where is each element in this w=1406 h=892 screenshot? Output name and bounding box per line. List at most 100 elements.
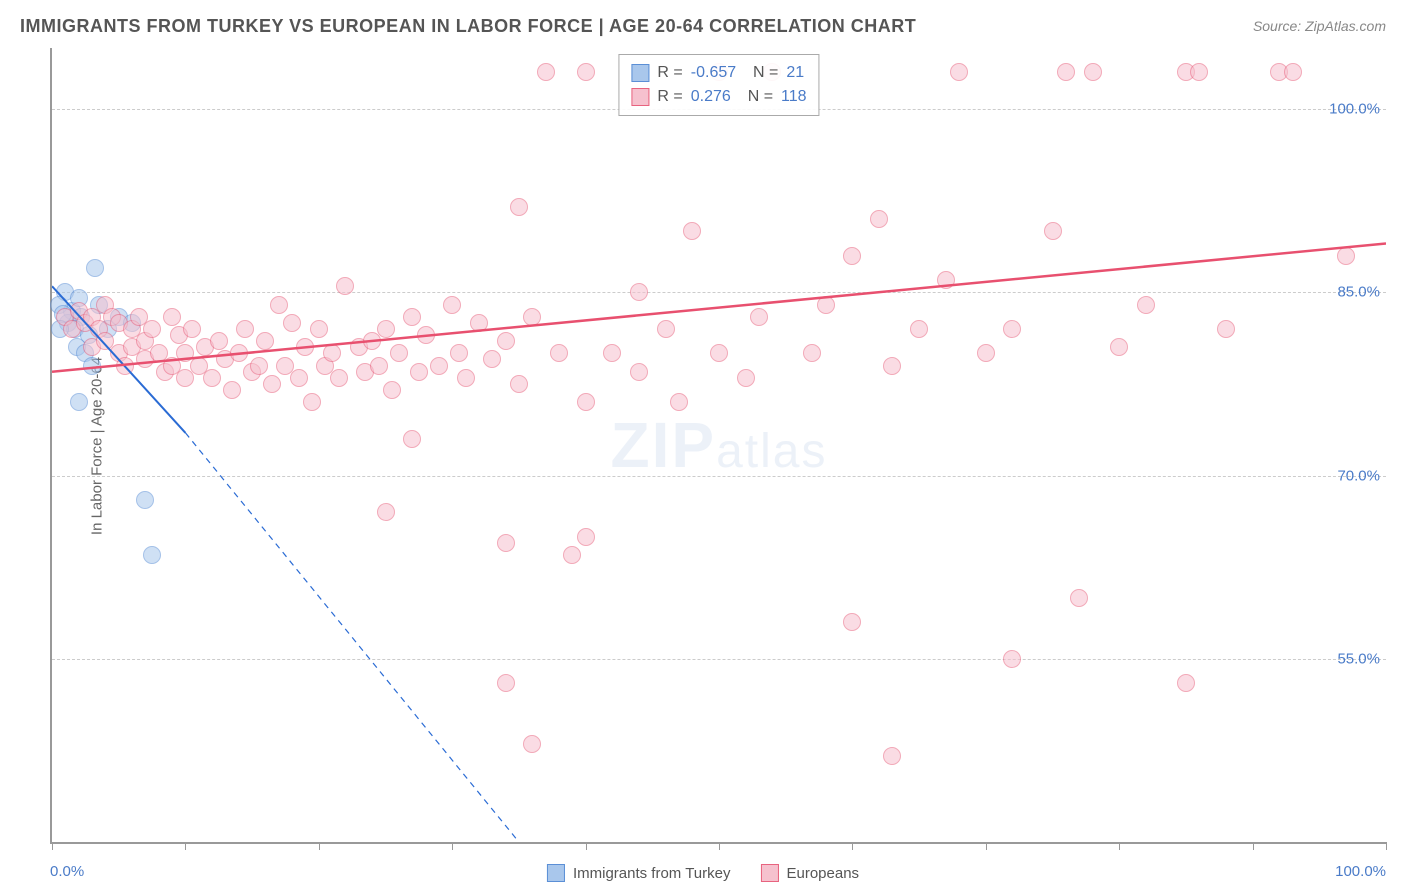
legend-row-turkey: R = -0.657 N = 21: [631, 61, 806, 85]
data-point: [143, 546, 161, 564]
data-point: [550, 344, 568, 362]
x-tick: [52, 842, 53, 850]
data-point: [670, 393, 688, 411]
data-point: [170, 326, 188, 344]
data-point: [196, 338, 214, 356]
data-point: [1270, 63, 1288, 81]
data-point: [143, 320, 161, 338]
data-point: [96, 332, 114, 350]
data-point: [657, 320, 675, 338]
data-point: [303, 393, 321, 411]
x-tick: [1386, 842, 1387, 850]
data-point: [190, 357, 208, 375]
data-point: [76, 314, 94, 332]
data-point: [163, 308, 181, 326]
data-point: [176, 344, 194, 362]
x-tick: [319, 842, 320, 850]
data-point: [803, 344, 821, 362]
data-point: [50, 296, 68, 314]
data-point: [210, 332, 228, 350]
data-point: [457, 369, 475, 387]
data-point: [843, 613, 861, 631]
legend-swatch-turkey: [547, 864, 565, 882]
data-point: [70, 393, 88, 411]
data-point: [123, 314, 141, 332]
data-point: [270, 296, 288, 314]
x-tick-max: 100.0%: [1335, 863, 1386, 880]
data-point: [83, 357, 101, 375]
data-point: [363, 332, 381, 350]
data-point: [950, 63, 968, 81]
data-point: [203, 369, 221, 387]
data-point: [250, 357, 268, 375]
data-point: [54, 305, 72, 323]
data-point: [523, 735, 541, 753]
data-point: [150, 344, 168, 362]
data-point: [263, 375, 281, 393]
y-tick-label: 85.0%: [1337, 284, 1380, 301]
data-point: [290, 369, 308, 387]
data-point: [817, 296, 835, 314]
data-point: [110, 308, 128, 326]
data-point: [136, 332, 154, 350]
data-point: [577, 393, 595, 411]
data-point: [356, 363, 374, 381]
data-point: [843, 247, 861, 265]
gridline: [52, 292, 1386, 293]
data-point: [70, 302, 88, 320]
n-value-europeans: 118: [781, 88, 807, 106]
data-point: [243, 363, 261, 381]
data-point: [977, 344, 995, 362]
data-point: [1337, 247, 1355, 265]
data-point: [230, 344, 248, 362]
data-point: [1084, 63, 1102, 81]
data-point: [63, 302, 81, 320]
data-point: [123, 320, 141, 338]
chart-source: Source: ZipAtlas.com: [1253, 18, 1386, 34]
data-point: [96, 296, 114, 314]
data-point: [383, 381, 401, 399]
data-point: [276, 357, 294, 375]
data-point: [90, 320, 108, 338]
data-point: [403, 430, 421, 448]
data-point: [72, 308, 90, 326]
data-point: [66, 320, 84, 338]
data-point: [123, 338, 141, 356]
n-value-turkey: 21: [786, 64, 804, 82]
data-point: [51, 320, 69, 338]
data-point: [370, 357, 388, 375]
chart-header: IMMIGRANTS FROM TURKEY VS EUROPEAN IN LA…: [0, 0, 1406, 48]
gridline: [52, 659, 1386, 660]
trend-lines: [52, 48, 1386, 842]
legend-swatch-europeans: [760, 864, 778, 882]
data-point: [1110, 338, 1128, 356]
data-point: [350, 338, 368, 356]
swatch-europeans: [631, 88, 649, 106]
data-point: [99, 320, 117, 338]
data-point: [910, 320, 928, 338]
correlation-legend: R = -0.657 N = 21 R = 0.276 N = 118: [618, 54, 819, 116]
x-tick: [986, 842, 987, 850]
data-point: [1177, 674, 1195, 692]
data-point: [470, 314, 488, 332]
watermark-big: ZIP: [611, 409, 717, 481]
data-point: [497, 332, 515, 350]
data-point: [63, 320, 81, 338]
data-point: [510, 198, 528, 216]
data-point: [377, 503, 395, 521]
data-point: [56, 308, 74, 326]
data-point: [59, 314, 77, 332]
x-tick: [1253, 842, 1254, 850]
data-point: [443, 296, 461, 314]
data-point: [430, 357, 448, 375]
data-point: [1003, 320, 1021, 338]
data-point: [630, 363, 648, 381]
data-point: [1177, 63, 1195, 81]
data-point: [116, 357, 134, 375]
data-point: [136, 491, 154, 509]
data-point: [223, 381, 241, 399]
data-point: [417, 326, 435, 344]
x-tick: [852, 842, 853, 850]
series-legend: Immigrants from Turkey Europeans: [547, 864, 859, 882]
data-point: [83, 308, 101, 326]
